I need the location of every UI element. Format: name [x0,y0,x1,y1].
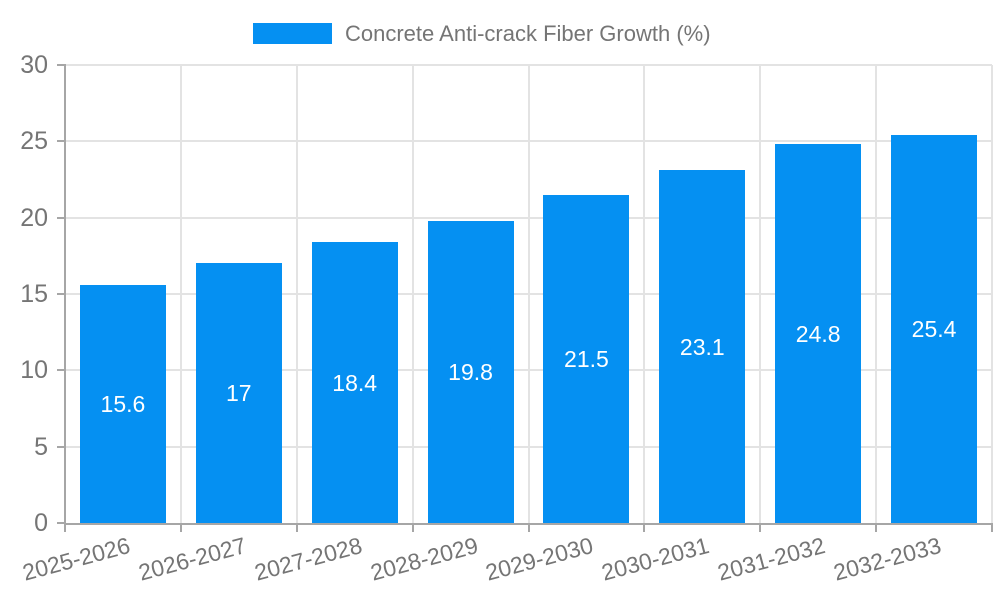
bar [195,263,282,523]
v-gridline [527,65,530,523]
y-tick-mark [57,522,66,524]
y-tick-mark [57,140,66,143]
v-gridline [875,65,878,523]
bar [543,194,630,523]
x-tick-mark [295,523,298,532]
bar-value-label: 24.8 [795,320,841,347]
x-tick-label: 2030-2031 [599,532,713,586]
y-tick-mark [57,369,66,372]
bar-value-label: 18.4 [332,369,378,396]
y-tick-label: 20 [20,203,48,232]
x-tick-label: 2029-2030 [483,532,597,586]
x-tick-mark [991,523,993,532]
x-tick-label: 2026-2027 [135,532,249,586]
bar [79,284,166,523]
y-tick-mark [57,216,66,219]
bar [775,144,862,523]
bar [659,170,746,523]
x-tick-label: 2027-2028 [251,532,365,586]
legend-label: Concrete Anti-crack Fiber Growth (%) [345,20,711,46]
x-axis-line [64,523,993,525]
v-gridline [295,65,298,523]
y-tick-mark [57,293,66,295]
v-gridline [759,65,762,523]
y-tick-label: 10 [20,356,48,385]
y-axis-line [64,65,66,525]
bar-value-label: 17 [226,380,252,407]
bar [891,135,978,523]
x-tick-mark [64,523,66,532]
x-tick-mark [411,523,414,532]
y-tick-label: 30 [20,51,48,79]
x-tick-mark [875,523,878,532]
y-tick-label: 15 [20,280,48,308]
x-tick-mark [759,523,762,532]
v-gridline [991,65,993,523]
bar [311,242,398,523]
bar-value-label: 23.1 [679,333,725,360]
v-gridline [179,65,182,523]
legend-swatch [253,23,332,44]
bar-value-label: 19.8 [448,358,493,385]
x-tick-label: 2028-2029 [367,532,481,586]
v-gridline [643,65,646,523]
y-tick-mark [57,64,66,66]
y-tick-label: 5 [34,432,48,461]
bar-value-label: 25.4 [911,316,957,343]
x-tick-mark [179,523,182,532]
bar-value-label: 21.5 [564,345,609,372]
v-gridline [411,65,414,523]
y-tick-mark [57,445,66,448]
bar [427,220,514,523]
y-tick-label: 25 [20,127,48,156]
x-tick-label: 2025-2026 [19,532,133,586]
x-tick-mark [527,523,530,532]
chart-legend: Concrete Anti-crack Fiber Growth (%) [253,20,711,47]
y-tick-label: 0 [34,509,48,537]
x-tick-label: 2031-2032 [714,532,828,586]
bar-value-label: 15.6 [100,390,146,417]
x-tick-label: 2032-2033 [830,532,944,586]
x-tick-mark [643,523,646,532]
